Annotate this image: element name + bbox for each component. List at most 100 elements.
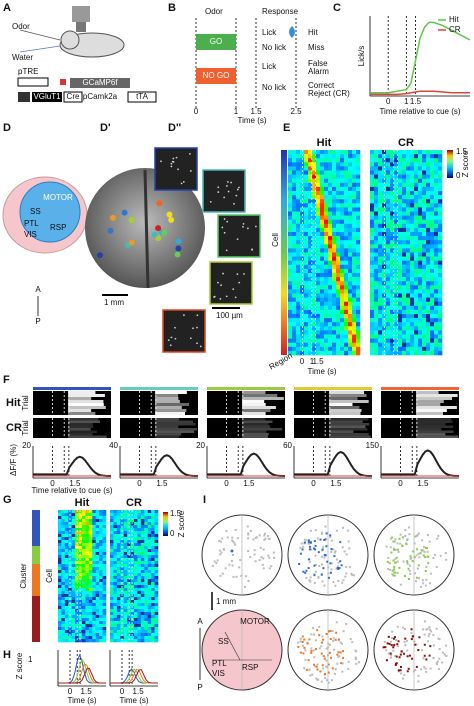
heat-cell — [134, 540, 138, 544]
cell-dot — [349, 638, 352, 641]
heat-cell — [324, 170, 329, 175]
heat-cell — [398, 207, 403, 212]
heat-cell — [356, 297, 361, 302]
heat-cell — [328, 158, 333, 163]
heat-cell — [140, 588, 145, 592]
heat-cell — [110, 588, 114, 592]
heat-cell — [61, 561, 66, 565]
heat-cell — [356, 162, 361, 167]
cell-dot — [390, 644, 393, 647]
heat-cell — [340, 240, 345, 245]
cell-dot — [321, 635, 324, 638]
region-color — [120, 387, 198, 390]
heat-cell — [378, 223, 383, 229]
heat-cell — [296, 166, 301, 171]
heat-cell — [95, 564, 100, 568]
cell-dot — [399, 583, 402, 586]
cell-dot — [398, 566, 401, 569]
heat-cell — [304, 260, 309, 266]
cell-dot — [313, 633, 316, 636]
heat-cell — [410, 227, 415, 233]
heat-cell — [348, 285, 353, 290]
heat-cell — [430, 338, 435, 343]
heat-cell — [71, 594, 76, 598]
heat-cell — [304, 207, 309, 212]
heat-cell — [398, 170, 403, 175]
heat-cell — [300, 346, 305, 352]
heat-cell — [430, 223, 435, 229]
heat-cell — [370, 260, 375, 266]
heat-cell — [58, 624, 62, 628]
heat-cell — [127, 519, 131, 523]
cell-dot — [383, 640, 386, 643]
heat-cell — [110, 636, 114, 640]
heat-cell — [386, 252, 391, 257]
heat-cell — [68, 615, 73, 619]
cell-dot — [414, 572, 417, 575]
heat-cell — [308, 330, 313, 335]
heat-cell — [113, 579, 118, 583]
heat-cell — [394, 203, 399, 208]
heat-cell — [154, 573, 159, 577]
heat-cell — [288, 293, 293, 298]
label: RSP — [50, 223, 66, 232]
heat-cell — [434, 182, 439, 188]
cell-dot — [167, 339, 170, 342]
raster-row — [242, 430, 267, 433]
trace — [58, 667, 107, 684]
heat-cell — [140, 540, 145, 544]
heat-cell — [418, 346, 423, 352]
heat-cell — [344, 174, 349, 179]
label: Time (s) — [67, 696, 96, 705]
heat-cell — [68, 603, 73, 607]
heat-cell — [82, 633, 86, 637]
heat-cell — [378, 314, 383, 319]
cell-dot — [423, 633, 426, 636]
cell-dot — [314, 639, 317, 642]
heat-cell — [71, 561, 76, 565]
heat-cell — [340, 207, 345, 212]
heat-cell — [422, 305, 427, 311]
heat-cell — [324, 240, 329, 245]
heat-cell — [390, 219, 395, 225]
heat-cell — [422, 281, 427, 286]
heat-cell — [134, 513, 138, 517]
heat-cell — [406, 260, 411, 266]
heat-cell — [113, 543, 118, 547]
heat-cell — [348, 191, 353, 196]
heat-cell — [398, 289, 403, 294]
heat-cell — [434, 289, 439, 294]
heat-cell — [356, 346, 361, 352]
heat-cell — [78, 531, 83, 535]
heat-cell — [426, 305, 431, 311]
heat-cell — [102, 540, 107, 544]
heat-cell — [352, 158, 357, 163]
cell-dot — [169, 344, 172, 347]
heat-cell — [324, 273, 329, 278]
heat-cell — [370, 150, 375, 155]
heat-cell — [402, 154, 407, 159]
heat-cell — [288, 244, 293, 249]
heat-cell — [144, 525, 149, 529]
heat-cell — [386, 162, 391, 167]
cell-dot — [334, 638, 337, 641]
heat-cell — [390, 338, 395, 343]
heat-cell — [324, 215, 329, 220]
cell-dot — [321, 563, 324, 566]
heat-cell — [68, 579, 73, 583]
heat-cell — [332, 277, 337, 282]
heat-cell — [438, 211, 443, 216]
heat-cell — [344, 240, 349, 245]
heat-cell — [113, 588, 118, 592]
cell-dot — [321, 548, 324, 551]
heat-cell — [374, 342, 379, 348]
raster-row — [416, 391, 439, 394]
cell-dot — [236, 537, 239, 540]
heat-cell — [406, 203, 411, 208]
heat-cell — [434, 219, 439, 225]
heat-cell — [113, 636, 118, 640]
heat-cell — [71, 606, 76, 610]
cell-dot — [390, 551, 393, 554]
heat-cell — [340, 326, 345, 331]
